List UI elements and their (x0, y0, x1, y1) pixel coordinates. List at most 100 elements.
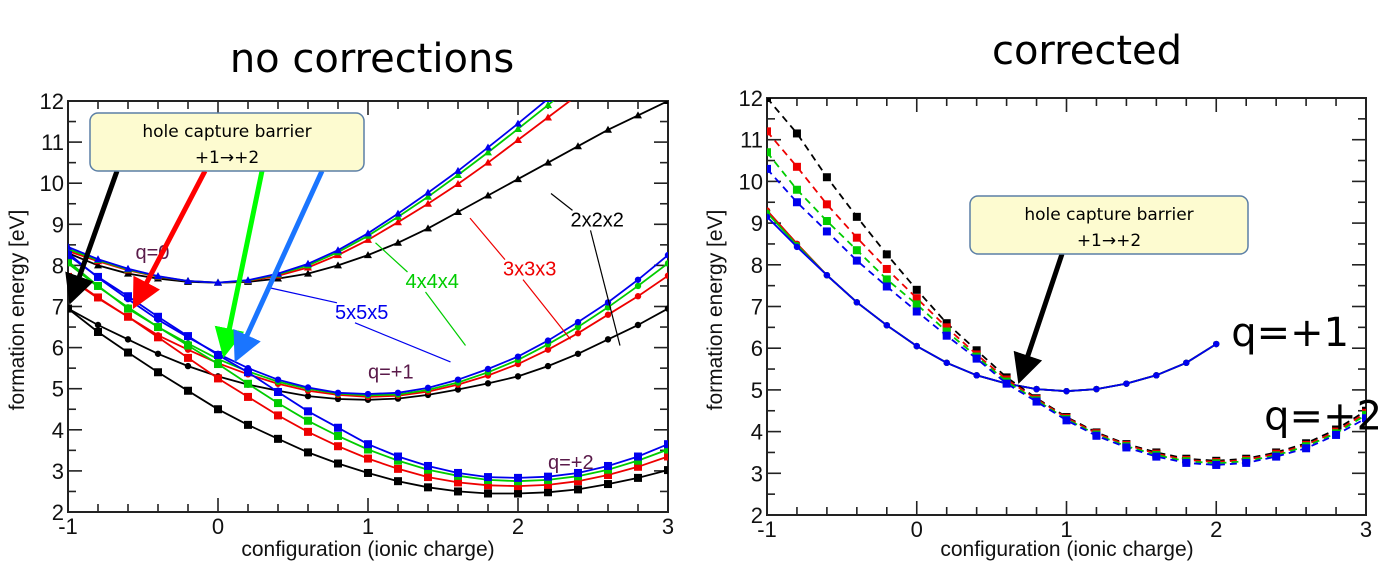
data-point (1123, 380, 1130, 387)
data-point (364, 229, 372, 237)
data-point (634, 44, 642, 51)
left-x-tick-label: -1 (58, 514, 78, 539)
data-point (913, 342, 920, 350)
data-point (912, 307, 921, 316)
data-point (94, 255, 102, 263)
size-leader-line (270, 287, 338, 304)
callout-arrow (1013, 253, 1065, 385)
data-point (634, 111, 642, 119)
data-point (1362, 414, 1366, 423)
data-point (394, 238, 402, 246)
left-series-5x5x5-q-2 (68, 251, 668, 482)
data-point (484, 380, 492, 387)
right-line-5x5x5-q-2 (767, 168, 1366, 466)
data-point (274, 376, 282, 383)
left-y-tick-label: 12 (40, 89, 64, 114)
data-point (544, 346, 552, 353)
data-point (767, 213, 771, 221)
data-point (972, 346, 981, 355)
data-point (972, 354, 981, 363)
right-x-tick-label: -1 (757, 517, 777, 542)
data-point (544, 113, 552, 121)
data-point (94, 272, 102, 281)
right-state-label: q=+1 (1231, 310, 1349, 356)
data-point (454, 166, 462, 174)
data-point (574, 76, 582, 83)
data-point (634, 321, 642, 329)
data-point (792, 129, 801, 138)
data-point (68, 242, 72, 250)
data-point (664, 466, 668, 475)
data-point (394, 456, 402, 465)
data-point (664, 452, 668, 461)
data-point (124, 304, 132, 313)
data-point (244, 368, 252, 377)
data-point (1093, 385, 1100, 393)
data-point (394, 389, 402, 397)
data-point (424, 483, 432, 492)
left-series-3x3x3-q-2 (68, 272, 668, 491)
data-point (574, 91, 582, 98)
data-point (634, 276, 642, 283)
data-point (304, 269, 312, 277)
data-point (1302, 444, 1311, 453)
data-point (484, 191, 492, 199)
data-point (214, 278, 222, 286)
left-y-axis-label: formation energy [eV] (6, 210, 29, 411)
data-point (394, 477, 402, 486)
data-point (664, 440, 668, 449)
data-point (634, 293, 642, 300)
data-point (184, 341, 192, 350)
right-line-2x2x2-q-2 (767, 98, 1366, 462)
data-point (823, 272, 831, 279)
data-point (1092, 431, 1101, 440)
data-point (214, 350, 222, 359)
data-point (154, 333, 162, 342)
data-point (124, 292, 132, 301)
data-point (604, 125, 612, 133)
left-callout-box (89, 112, 365, 172)
left-y-tick-label: 5 (52, 377, 64, 402)
data-point (664, 0, 672, 3)
left-y-tick-label: 8 (52, 253, 64, 278)
data-point (334, 423, 342, 432)
data-point (334, 459, 342, 468)
size-leader-line (425, 291, 466, 346)
right-state-label: q=+2 (1264, 394, 1378, 440)
data-point (394, 218, 402, 226)
left-x-tick-label: 2 (512, 514, 524, 539)
data-point (634, 462, 642, 471)
data-point (454, 180, 462, 188)
data-point (883, 322, 890, 329)
data-point (882, 264, 891, 273)
data-point (334, 261, 342, 269)
data-point (664, 445, 668, 454)
data-point (882, 275, 891, 284)
data-point (514, 482, 522, 491)
data-point (484, 158, 492, 166)
data-point (424, 461, 432, 470)
data-point (792, 162, 801, 171)
data-point (574, 323, 582, 331)
data-point (544, 101, 552, 102)
left-y-tick-label: 11 (41, 130, 64, 155)
right-callout: hole capture barrier +1→+2 (969, 195, 1249, 255)
right-y-axis-label: formation energy [eV] (704, 210, 727, 411)
data-point (767, 148, 771, 157)
supercell-size-label: 3x3x3 (503, 259, 556, 281)
data-point (514, 124, 522, 132)
right-y-tick-label: 6 (751, 336, 763, 361)
data-point (304, 259, 312, 267)
data-point (94, 293, 102, 302)
data-point (214, 374, 222, 383)
data-point (1122, 443, 1131, 452)
data-point (604, 311, 612, 318)
data-point (664, 19, 672, 26)
data-point (364, 440, 372, 449)
right-x-tick-label: 2 (1210, 517, 1222, 542)
callout-arrow (233, 169, 325, 363)
left-x-axis-label: configuration (ionic charge) (241, 538, 494, 561)
data-point (634, 452, 642, 461)
data-point (767, 164, 771, 173)
